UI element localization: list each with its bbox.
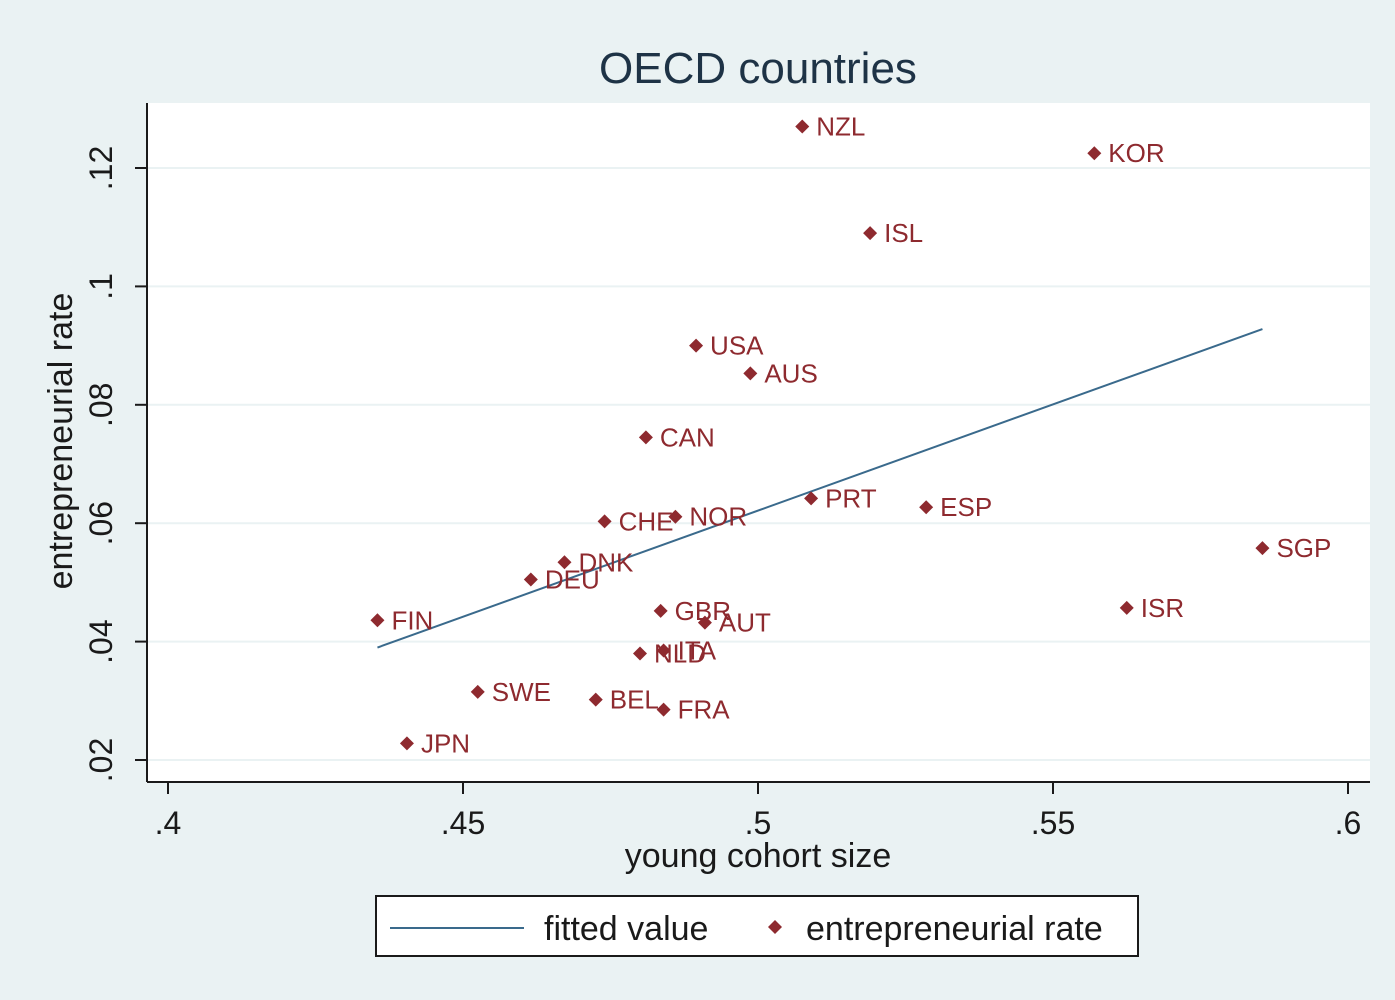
chart-title: OECD countries [599,44,917,93]
y-tick-label: .1 [83,273,119,300]
point-label-che: CHE [619,506,674,536]
x-tick-label: .45 [441,805,485,841]
point-label-kor: KOR [1108,138,1164,168]
point-gbr [653,603,668,618]
point-isr [1119,600,1134,615]
point-nld [633,646,647,661]
point-label-prt: PRT [825,483,877,513]
point-dnk [557,555,572,570]
point-isl [863,226,878,241]
point-usa [689,338,704,353]
y-tick-label: .02 [83,738,119,782]
point-label-aus: AUS [764,358,817,388]
point-label-nld: NLD [654,638,706,668]
point-label-bel: BEL [610,685,659,715]
grid-lines [147,167,1370,761]
point-jpn [399,736,414,751]
fitted-line [377,328,1263,649]
point-fin [370,613,385,628]
x-tick-label: .55 [1031,805,1075,841]
point-fra [656,702,671,717]
point-label-ita: ITA [678,635,717,665]
point-label-fin: FIN [391,605,433,635]
point-deu [523,572,538,587]
point-bel [588,692,603,707]
legend: fitted value entrepreneurial rate [375,895,1139,957]
point-label-esp: ESP [940,492,992,522]
x-tick-label: .6 [1335,805,1362,841]
y-tick-label: .06 [83,501,119,545]
point-label-nor: NOR [689,502,747,532]
y-tick-label: .12 [83,146,119,190]
plot-area [147,103,1370,782]
point-nor [668,509,683,524]
point-aut [697,615,712,630]
point-sgp [1255,541,1270,556]
point-prt [804,491,819,506]
point-nzl [795,119,810,134]
point-swe [470,684,485,699]
point-aus [743,366,758,381]
point-label-sgp: SGP [1276,533,1331,563]
x-axis-label: young cohort size [625,837,892,875]
legend-box [375,895,1139,957]
legend-fitted-value-label: fitted value [544,910,708,948]
point-label-dnk: DNK [578,547,634,577]
x-tick-label: .5 [745,805,772,841]
fitted-line-group [377,328,1263,649]
point-label-deu: DEU [545,564,600,594]
point-esp [919,500,934,515]
point-label-usa: USA [710,331,764,361]
point-label-swe: SWE [492,677,551,707]
point-label-nzl: NZL [816,112,865,142]
legend-entrepreneurial-rate-label: entrepreneurial rate [806,910,1103,948]
y-axis-label: entrepreneurial rate [42,293,80,590]
point-label-fra: FRA [678,695,731,725]
legend-point-marker [768,920,782,934]
y-tick-label: .04 [83,619,119,663]
point-label-isr: ISR [1141,593,1184,623]
point-label-isl: ISL [884,218,923,248]
point-ita [656,643,671,658]
point-che [597,514,612,529]
point-label-can: CAN [660,422,715,452]
y-tick-label: .08 [83,383,119,427]
axes: .02 .04 .06 .08 .1 .12 .4 .45 .5 .55 .6 [83,103,1370,841]
point-can [638,430,653,445]
point-label-jpn: JPN [421,728,470,758]
point-kor [1087,146,1102,161]
point-label-aut: AUT [719,608,771,638]
x-tick-label: .4 [155,805,182,841]
